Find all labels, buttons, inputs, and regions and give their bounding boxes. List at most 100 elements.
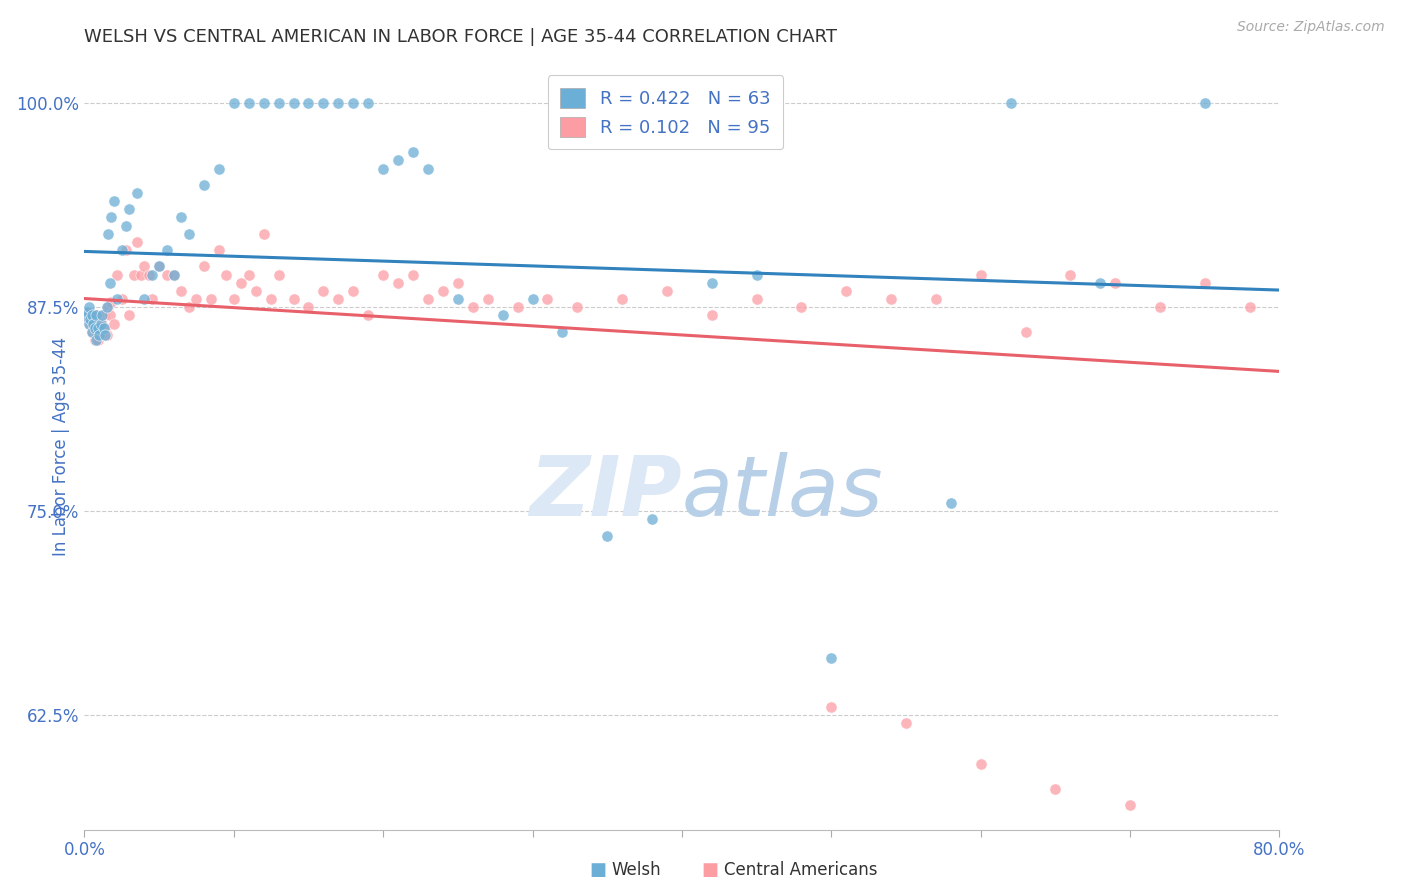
Point: [1329, 284, 1351, 298]
Point: [416, 292, 439, 306]
Text: WELSH VS CENTRAL AMERICAN IN LABOR FORCE | AGE 35-44 CORRELATION CHART: WELSH VS CENTRAL AMERICAN IN LABOR FORCE…: [84, 28, 838, 45]
Point: [100, 295, 122, 310]
Point: [79, 317, 101, 331]
Point: [461, 300, 484, 314]
Point: [103, 317, 125, 331]
Point: [1014, 325, 1036, 339]
Point: [163, 268, 186, 282]
Point: [357, 309, 380, 323]
Point: [91, 317, 114, 331]
Point: [700, 276, 723, 290]
Point: [820, 700, 842, 714]
Point: [105, 268, 128, 282]
Point: [1000, 96, 1022, 111]
Point: [297, 96, 319, 111]
Point: [111, 292, 134, 306]
Point: [1119, 798, 1142, 813]
Point: [132, 260, 156, 274]
Point: [83, 321, 105, 335]
Point: [148, 260, 170, 274]
Point: [79, 311, 101, 326]
Text: Source: ZipAtlas.com: Source: ZipAtlas.com: [1237, 20, 1385, 34]
Point: [522, 292, 544, 306]
Point: [208, 243, 231, 257]
Point: [177, 300, 200, 314]
Point: [238, 268, 260, 282]
Point: [373, 161, 395, 176]
Point: [125, 186, 148, 200]
Point: [880, 292, 903, 306]
Point: [87, 321, 110, 335]
Point: [93, 309, 115, 323]
Point: [402, 145, 425, 160]
Point: [91, 309, 114, 323]
Point: [939, 496, 962, 510]
Point: [96, 300, 118, 314]
Point: [745, 268, 768, 282]
Point: [297, 300, 319, 314]
Point: [118, 202, 141, 217]
Point: [141, 292, 163, 306]
Point: [492, 309, 515, 323]
Point: [129, 268, 152, 282]
Text: ■: ■: [589, 861, 606, 879]
Point: [1372, 309, 1395, 323]
Point: [80, 325, 103, 339]
Point: [655, 284, 678, 298]
Point: [98, 309, 121, 323]
Point: [138, 268, 160, 282]
Point: [283, 292, 305, 306]
Point: [115, 243, 138, 257]
Point: [86, 325, 108, 339]
Point: [155, 268, 177, 282]
Point: [551, 325, 574, 339]
Point: [77, 305, 100, 319]
Point: [596, 529, 619, 543]
Point: [82, 317, 104, 331]
Point: [700, 309, 723, 323]
Point: [200, 292, 222, 306]
Point: [80, 311, 103, 326]
Point: [125, 235, 148, 249]
Point: [328, 292, 350, 306]
Text: ■: ■: [702, 861, 718, 879]
Point: [111, 243, 134, 257]
Point: [148, 260, 170, 274]
Point: [1149, 300, 1171, 314]
Text: ZIP: ZIP: [529, 451, 682, 533]
Point: [141, 268, 163, 282]
Point: [1194, 96, 1216, 111]
Point: [115, 219, 138, 233]
Point: [82, 309, 104, 323]
Point: [100, 211, 122, 225]
Point: [267, 96, 290, 111]
Point: [1284, 292, 1306, 306]
Point: [312, 96, 335, 111]
Point: [1104, 276, 1126, 290]
Point: [253, 227, 276, 241]
Point: [402, 268, 425, 282]
Point: [79, 309, 101, 323]
Point: [80, 325, 103, 339]
Point: [77, 317, 100, 331]
Point: [77, 300, 100, 314]
Point: [536, 292, 558, 306]
Point: [97, 227, 120, 241]
Point: [170, 211, 193, 225]
Point: [83, 333, 105, 347]
Point: [87, 333, 110, 347]
Point: [89, 328, 111, 343]
Point: [835, 284, 858, 298]
Point: [373, 268, 395, 282]
Point: [193, 260, 215, 274]
Point: [103, 194, 125, 209]
Text: Welsh: Welsh: [612, 861, 661, 879]
Point: [567, 300, 589, 314]
Point: [328, 96, 350, 111]
Point: [122, 268, 145, 282]
Point: [253, 96, 276, 111]
Point: [1059, 268, 1081, 282]
Point: [283, 96, 305, 111]
Point: [820, 651, 842, 665]
Point: [231, 276, 253, 290]
